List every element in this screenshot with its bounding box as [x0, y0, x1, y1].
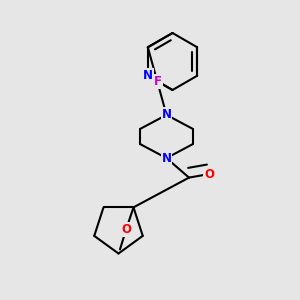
Text: O: O [204, 167, 214, 181]
Text: N: N [161, 152, 172, 165]
Text: N: N [161, 108, 172, 122]
Text: N: N [143, 69, 153, 82]
Text: F: F [154, 75, 162, 88]
Text: O: O [121, 224, 131, 236]
